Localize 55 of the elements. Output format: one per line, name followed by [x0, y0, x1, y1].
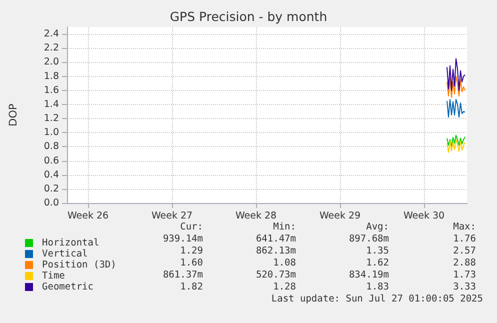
x-tick-label: Week 27 — [151, 210, 193, 222]
text: 834.19m — [348, 270, 390, 280]
line-series — [446, 58, 466, 91]
y-tick-label: 1.0 — [44, 127, 59, 138]
legend-label: Horizontal — [42, 238, 100, 248]
x-tick-label: Week 26 — [67, 210, 109, 222]
y-tick-label: 1.8 — [44, 70, 59, 82]
line-series — [446, 134, 466, 148]
text: 861.37m — [162, 270, 204, 280]
text: Min: — [273, 222, 296, 232]
legend-label: Geometric — [42, 282, 94, 292]
y-tick-label: 1.6 — [44, 84, 59, 96]
line-series — [446, 139, 466, 153]
y-axis-title: DOP — [8, 104, 20, 126]
text: 1.08 — [273, 258, 296, 268]
y-tick-label: 0.6 — [44, 155, 59, 166]
text: 1.76 — [453, 234, 476, 244]
text: 1.73 — [453, 270, 476, 280]
y-tick-label: 2.0 — [44, 56, 59, 68]
text: 939.14m — [162, 234, 204, 244]
text: 897.68m — [348, 234, 390, 244]
y-tick-label: 2.4 — [44, 28, 59, 40]
y-tick-label: 1.2 — [44, 113, 59, 124]
text: Max: — [453, 222, 476, 232]
y-tick-label: 0.4 — [44, 169, 59, 180]
x-tick-label: Week 28 — [235, 210, 277, 222]
y-tick-label: 0.8 — [44, 141, 59, 152]
text: 1.35 — [366, 246, 389, 256]
legend-label: Vertical — [42, 248, 88, 260]
line-series — [446, 76, 466, 98]
y-tick-label: 1.4 — [44, 98, 59, 110]
text: 520.73m — [256, 270, 296, 280]
legend-label: Time — [42, 270, 66, 282]
text: 1.83 — [366, 282, 389, 292]
text: 2.57 — [453, 246, 476, 256]
x-tick-label: Week 30 — [403, 210, 445, 222]
text: 3.33 — [453, 282, 476, 292]
text: 2.88 — [453, 258, 476, 268]
y-tick-label: 0.0 — [44, 198, 59, 208]
text: Cur: — [180, 222, 203, 232]
line-series — [446, 99, 466, 118]
text: 1.28 — [273, 282, 296, 292]
y-tick-label: 2.2 — [44, 42, 59, 54]
text: Avg: — [366, 222, 389, 232]
text: 641.47m — [256, 234, 296, 244]
y-tick-label: 0.2 — [44, 183, 59, 194]
text: 1.60 — [180, 258, 204, 268]
text: 1.29 — [180, 246, 204, 256]
text: 862.13m — [256, 246, 296, 256]
text: 1.62 — [366, 258, 389, 268]
text: 1.82 — [180, 282, 203, 292]
x-tick-label: Week 29 — [319, 210, 361, 222]
legend-label: Position (3D) — [42, 260, 116, 270]
text: Last update: Sun Jul 27 01:00:05 2025 — [271, 294, 483, 304]
chart-title: GPS Precision - by month — [170, 9, 328, 24]
